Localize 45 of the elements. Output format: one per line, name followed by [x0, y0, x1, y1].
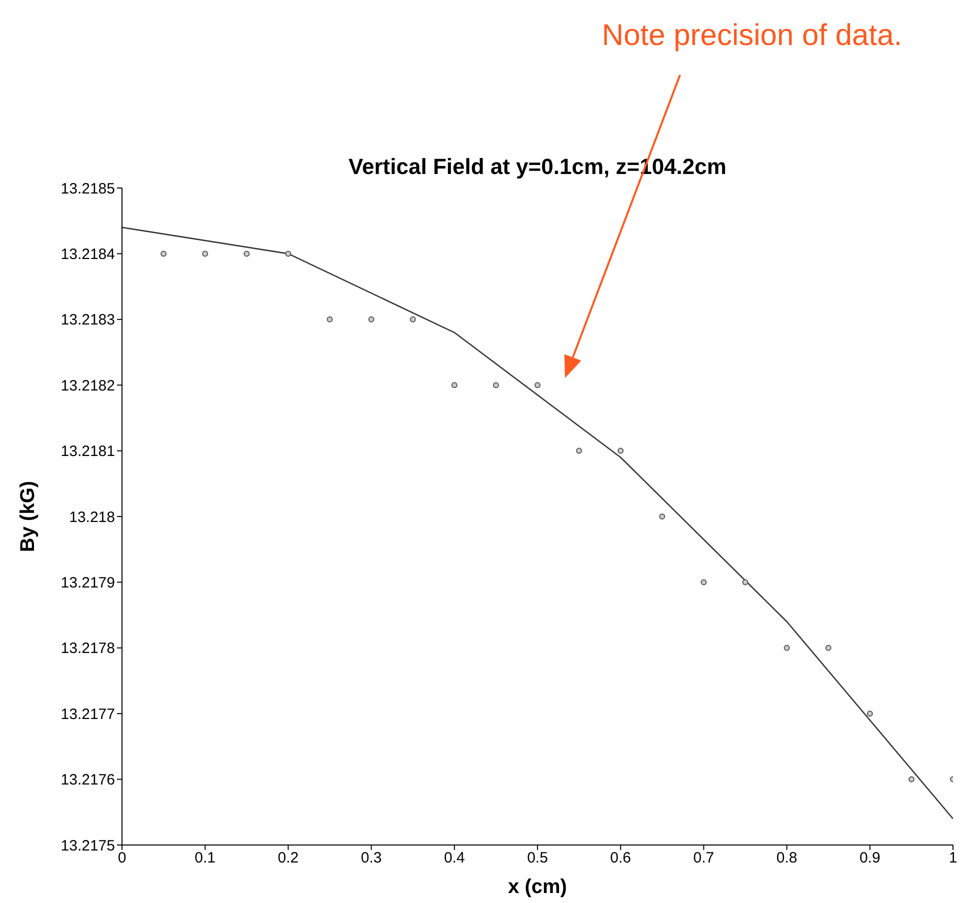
- point: [244, 250, 250, 257]
- line-series: [122, 226, 953, 820]
- point: [866, 710, 873, 717]
- x-tick-label: 0.7: [693, 850, 714, 867]
- x-tick-label: 0.5: [527, 850, 548, 867]
- text: Note precision of data.: [602, 19, 902, 52]
- point: [659, 514, 666, 520]
- point: [534, 382, 540, 388]
- point: [326, 316, 333, 322]
- x-tick-label: 0.1: [194, 850, 216, 867]
- y-tick-label: 13.2175: [60, 837, 115, 854]
- x-tick-label: 0.2: [278, 850, 299, 867]
- x-tick-label: 0.9: [859, 850, 880, 867]
- y-tick-label: 13.2176: [60, 772, 115, 789]
- y-tick-label: 13.2182: [60, 377, 115, 394]
- x-tick-label: 0.3: [360, 850, 382, 867]
- point: [784, 644, 790, 651]
- point: [451, 382, 458, 388]
- point: [160, 250, 167, 257]
- x-tick-label: 0: [118, 850, 126, 867]
- y-tick-label: 13.2181: [60, 443, 115, 460]
- x-axis-title: x (cm): [508, 876, 567, 898]
- point: [825, 644, 832, 651]
- point: [908, 776, 914, 782]
- point: [742, 579, 748, 586]
- y-tick-label: 13.2178: [60, 640, 115, 658]
- point: [285, 250, 292, 257]
- x-tick-label: 0.4: [444, 850, 465, 867]
- y-tick-label: 13.218: [69, 508, 115, 526]
- x-tick-label: 0.6: [610, 850, 632, 867]
- point: [410, 316, 416, 322]
- y-axis-title: By (kG): [17, 480, 39, 552]
- y-tick-label: 13.2183: [60, 312, 115, 329]
- point: [492, 382, 499, 388]
- x-tick-label: 0.8: [776, 850, 798, 867]
- point: [202, 250, 208, 257]
- point: [700, 579, 707, 586]
- y-tick-label: 13.2185: [60, 180, 115, 198]
- y-tick-label: 13.2177: [60, 706, 115, 723]
- x-tick-label: 1: [948, 850, 958, 867]
- y-tick-label: 13.2184: [60, 246, 115, 264]
- point: [576, 448, 582, 454]
- point: [618, 448, 624, 454]
- point: [368, 316, 374, 322]
- y-tick-label: 13.2179: [60, 574, 115, 592]
